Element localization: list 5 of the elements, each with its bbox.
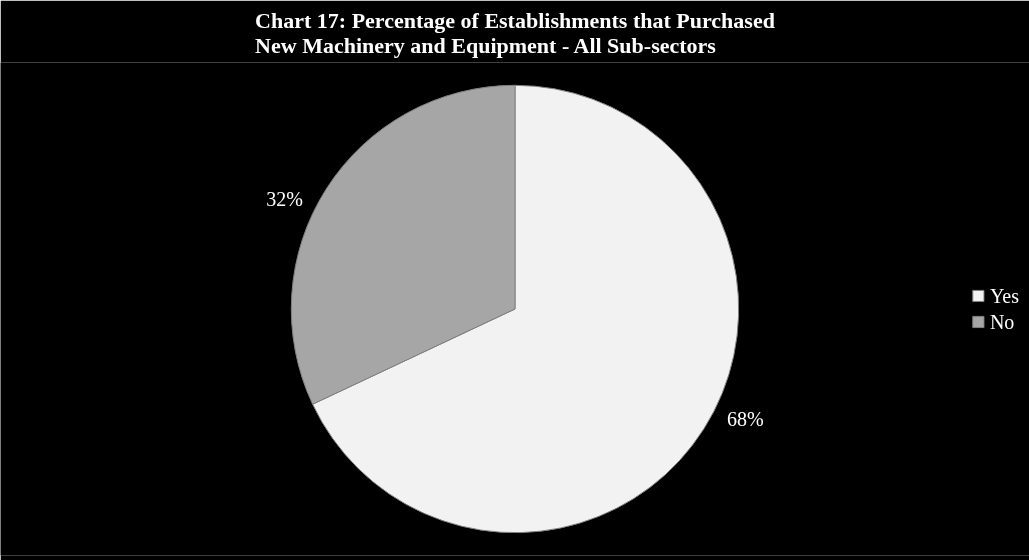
legend-label: No [989,310,1015,333]
data-label: 68% [727,407,764,430]
legend-label: Yes [989,284,1019,307]
chart-title: Chart 17: Percentage of Establishments that Purchased New Machinery and Equipment - All Sub-sectors [255,7,775,58]
data-label: 32% [266,188,303,211]
